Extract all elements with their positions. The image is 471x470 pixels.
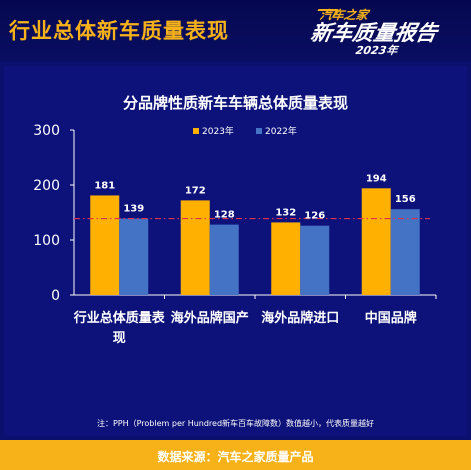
legend-label: 2023年 bbox=[202, 125, 234, 137]
bar-2023年 bbox=[180, 200, 210, 295]
data-label: 128 bbox=[214, 210, 235, 221]
bar-2023年 bbox=[361, 188, 391, 295]
y-tick-label: 200 bbox=[33, 178, 60, 194]
header-bar: 行业总体新车质量表现 汽车之家 新车质量报告 2023年 bbox=[0, 0, 471, 62]
legend-swatch bbox=[193, 128, 199, 134]
x-tick-label: 海外品牌进口 bbox=[261, 310, 339, 326]
x-tick-label: 行业总体质量表 bbox=[73, 310, 166, 326]
data-label: 126 bbox=[304, 211, 325, 222]
data-label: 156 bbox=[395, 194, 416, 205]
data-source: 数据来源：汽车之家质量产品 bbox=[157, 450, 314, 464]
footnote: 注：PPH（Problem per Hundred新车百车故障数）数值越小，代表… bbox=[96, 419, 375, 428]
bar-2022年 bbox=[390, 209, 420, 295]
data-label: 194 bbox=[366, 173, 387, 184]
chart-title: 分品牌性质新车车辆总体质量表现 bbox=[122, 94, 348, 112]
legend-swatch bbox=[256, 128, 262, 134]
data-label: 172 bbox=[185, 185, 206, 196]
bar-2022年 bbox=[300, 225, 330, 295]
bar-2023年 bbox=[271, 222, 301, 295]
y-tick-label: 0 bbox=[51, 288, 60, 304]
data-label: 181 bbox=[94, 180, 115, 191]
data-label: 139 bbox=[123, 204, 144, 215]
page-title: 行业总体新车质量表现 bbox=[9, 19, 229, 43]
x-tick-label: 海外品牌国产 bbox=[171, 310, 249, 326]
y-tick-label: 300 bbox=[33, 123, 60, 139]
bar-2023年 bbox=[90, 195, 120, 295]
x-tick-label: 现 bbox=[113, 331, 126, 346]
legend-label: 2022年 bbox=[265, 125, 297, 137]
footer-bar: 数据来源：汽车之家质量产品 bbox=[0, 440, 471, 470]
bar-2022年 bbox=[119, 218, 149, 295]
y-tick-label: 100 bbox=[33, 233, 60, 249]
data-label: 132 bbox=[275, 207, 296, 218]
x-tick-label: 中国品牌 bbox=[365, 310, 417, 326]
bar-2022年 bbox=[209, 224, 239, 295]
